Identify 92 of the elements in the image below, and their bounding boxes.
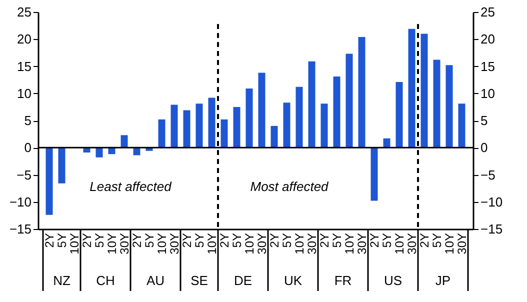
bar bbox=[183, 110, 190, 148]
x-tick-label: 2Y bbox=[417, 233, 432, 248]
bar bbox=[208, 98, 216, 148]
x-tick-label: 10Y bbox=[442, 233, 456, 254]
bar bbox=[220, 119, 228, 148]
annotation: Least affected bbox=[90, 179, 172, 194]
x-tick-label: 10Y bbox=[67, 233, 82, 254]
text: SE bbox=[190, 273, 208, 288]
bar bbox=[58, 148, 66, 184]
bar bbox=[446, 65, 453, 148]
bar bbox=[408, 28, 416, 148]
bar bbox=[383, 138, 390, 148]
bar bbox=[283, 102, 290, 148]
x-tick-label: 5Y bbox=[230, 233, 244, 248]
x-tick-label: 10Y bbox=[242, 233, 256, 254]
x-tick-label: 2Y bbox=[42, 233, 56, 248]
text: DE bbox=[234, 273, 252, 288]
y-tick-label: −5 bbox=[16, 167, 32, 182]
y2-tick-label: 20 bbox=[480, 32, 495, 47]
x-tick-label: 5Y bbox=[280, 233, 294, 248]
bar bbox=[370, 148, 378, 201]
bar bbox=[46, 148, 53, 215]
x-tick-label: 10Y bbox=[204, 233, 219, 254]
x-tick-label: 10Y bbox=[392, 233, 406, 254]
x-tick-label: 2Y bbox=[367, 233, 382, 248]
y2-tick-label: 0 bbox=[480, 140, 488, 156]
x-tick-label: 5Y bbox=[380, 233, 394, 248]
x-tick-label: 10Y bbox=[292, 233, 306, 254]
text: CH bbox=[96, 273, 115, 288]
x-tick-label: 2Y bbox=[130, 233, 144, 248]
y-tick-label: 5 bbox=[24, 113, 32, 128]
bar bbox=[296, 86, 303, 148]
y-tick-label: −10 bbox=[9, 194, 32, 210]
bar bbox=[196, 104, 203, 148]
bar bbox=[308, 61, 316, 148]
x-tick-label: 30Y bbox=[404, 233, 419, 254]
x-tick-label: 5Y bbox=[142, 233, 156, 248]
y-tick-label: 25 bbox=[17, 4, 32, 20]
x-tick-label: 5Y bbox=[54, 233, 69, 248]
y2-tick-label: 10 bbox=[480, 86, 495, 101]
bar bbox=[233, 106, 240, 148]
y2-tick-label: −15 bbox=[480, 222, 503, 236]
bar bbox=[96, 148, 103, 158]
text: AU bbox=[146, 273, 165, 288]
y2-tick-label: −5 bbox=[480, 167, 496, 182]
x-tick-label: 2Y bbox=[317, 233, 332, 248]
x-tick-label: 2Y bbox=[217, 233, 232, 248]
text: FR bbox=[334, 273, 352, 288]
bar bbox=[420, 34, 428, 148]
text: UK bbox=[284, 273, 302, 288]
bar bbox=[120, 135, 128, 148]
bar bbox=[358, 36, 366, 148]
x-tick-label: 30Y bbox=[167, 233, 182, 254]
x-tick-label: 10Y bbox=[342, 233, 356, 254]
x-tick-label: 5Y bbox=[430, 233, 444, 248]
y-tick-label: 20 bbox=[17, 32, 32, 47]
bar bbox=[458, 104, 466, 148]
x-tick-label: 5Y bbox=[330, 233, 344, 248]
y2-tick-label: 15 bbox=[480, 58, 495, 74]
x-tick-label: 5Y bbox=[192, 233, 206, 248]
x-tick-label: 10Y bbox=[104, 233, 119, 254]
y2-tick-label: 25 bbox=[480, 4, 495, 20]
x-tick-label: 5Y bbox=[92, 233, 106, 248]
y-tick-label: 10 bbox=[17, 86, 32, 101]
x-tick-label: 2Y bbox=[267, 233, 282, 248]
bar bbox=[320, 104, 328, 148]
text: JP bbox=[435, 273, 451, 288]
annotation: Most affected bbox=[250, 179, 330, 194]
x-tick-label: 30Y bbox=[454, 233, 469, 254]
bar bbox=[246, 88, 253, 148]
x-tick-label: 2Y bbox=[180, 233, 194, 248]
bar bbox=[158, 119, 166, 148]
x-tick-label: 10Y bbox=[154, 233, 169, 254]
bar bbox=[270, 126, 278, 148]
bar bbox=[170, 104, 178, 148]
x-tick-label: 30Y bbox=[254, 233, 269, 254]
x-tick-label: 30Y bbox=[354, 233, 369, 254]
text: US bbox=[384, 273, 402, 288]
x-tick-label: 2Y bbox=[80, 233, 94, 248]
x-tick-label: 30Y bbox=[304, 233, 319, 254]
x-tick-label: 30Y bbox=[117, 233, 132, 254]
bar bbox=[346, 54, 353, 148]
bar bbox=[396, 82, 403, 148]
y2-tick-label: 5 bbox=[480, 113, 488, 128]
bar bbox=[433, 60, 440, 148]
bar bbox=[333, 76, 340, 148]
text: NZ bbox=[53, 273, 70, 288]
y-tick-label: 15 bbox=[17, 58, 32, 74]
y-tick-label: −15 bbox=[9, 222, 32, 236]
y-tick-label: 0 bbox=[24, 140, 32, 156]
y2-tick-label: −10 bbox=[480, 194, 503, 210]
bar bbox=[258, 72, 266, 148]
